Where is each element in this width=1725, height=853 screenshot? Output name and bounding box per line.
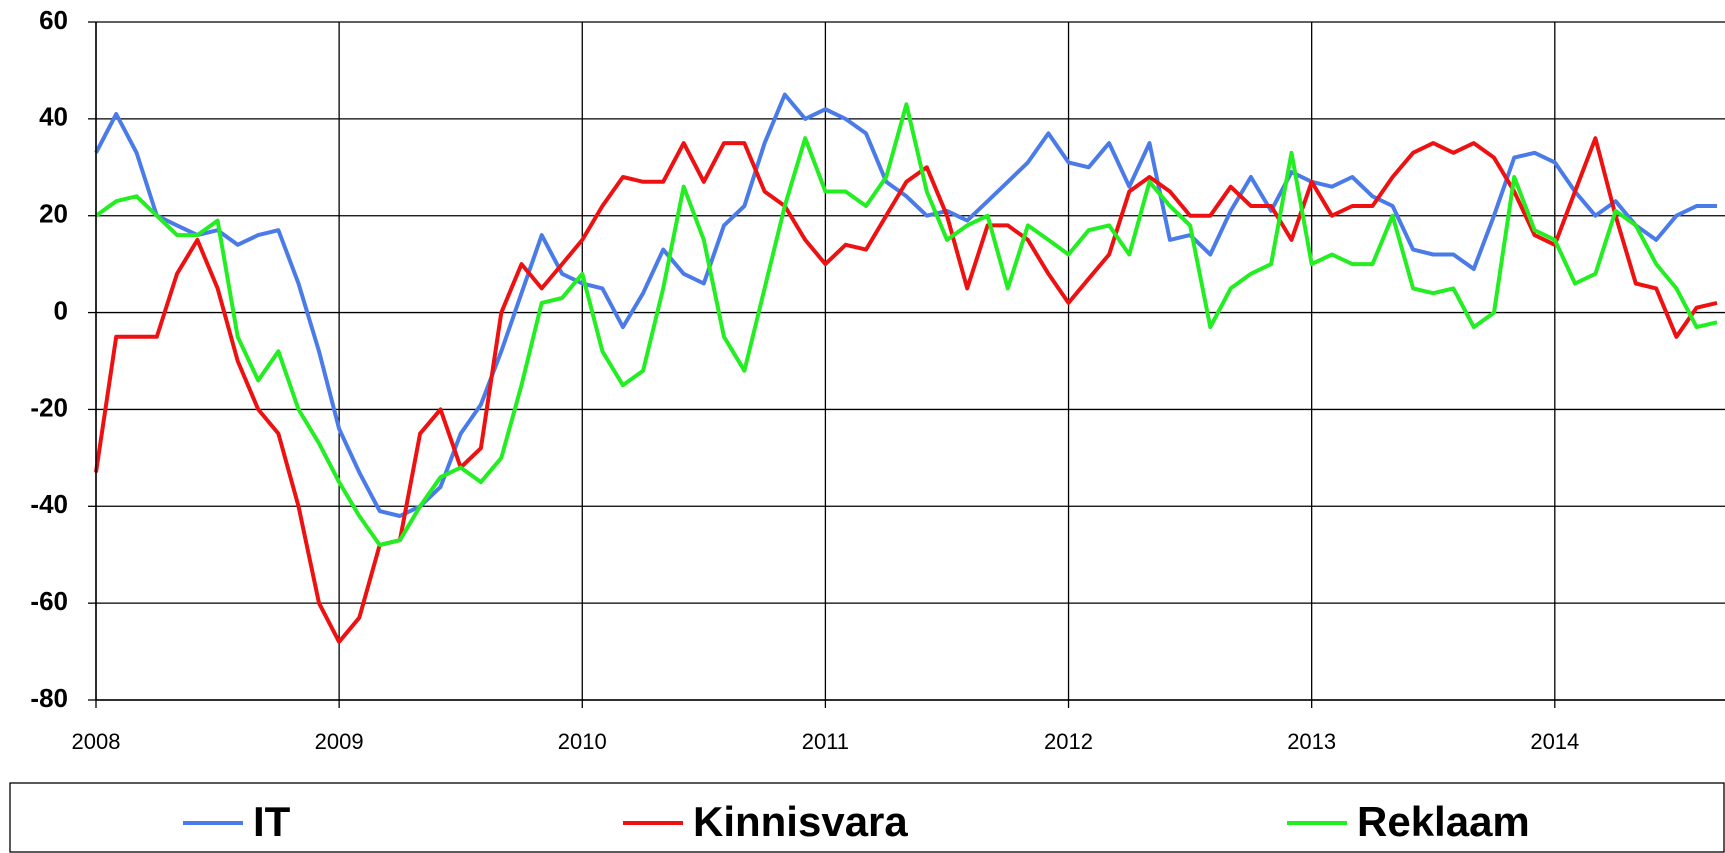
x-tick-label: 2011: [802, 729, 849, 754]
legend-label: IT: [253, 798, 291, 845]
legend-box: [9, 782, 1725, 853]
y-tick-label: -40: [30, 489, 68, 519]
series-line: [94, 92, 1717, 518]
y-tick-label: 40: [39, 102, 68, 132]
legend-label: Reklaam: [1357, 798, 1530, 845]
x-tick-label: 2009: [315, 729, 364, 754]
y-tick-label: 20: [39, 199, 68, 229]
y-tick-label: 60: [39, 5, 68, 35]
series-line: [94, 136, 1718, 644]
y-tick-label: -60: [30, 586, 68, 616]
y-tick-label: 0: [54, 295, 68, 325]
legend-label: Kinnisvara: [693, 798, 908, 845]
x-tick-label: 2014: [1530, 729, 1579, 754]
x-tick-label: 2008: [72, 729, 121, 754]
y-tick-label: -80: [30, 683, 68, 713]
series-line: [94, 102, 1718, 547]
y-tick-label: -20: [30, 392, 68, 422]
x-tick-label: 2010: [558, 729, 607, 754]
x-tick-label: 2012: [1044, 729, 1093, 754]
x-tick-label: 2013: [1287, 729, 1336, 754]
